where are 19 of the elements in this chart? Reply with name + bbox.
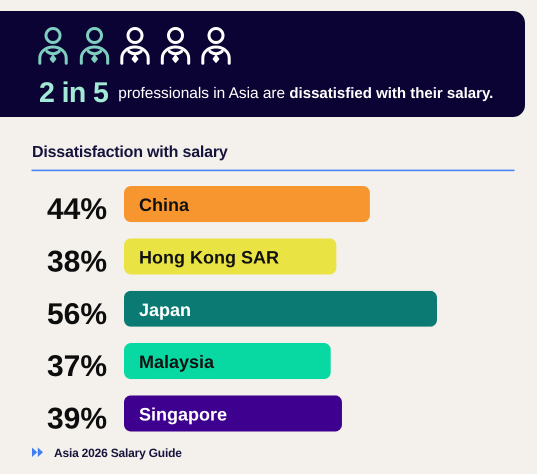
y-tick-label: Japan — [139, 300, 192, 320]
bar — [124, 343, 331, 380]
text: Asia 2026 Salary Guide — [54, 446, 182, 460]
bar — [124, 395, 342, 432]
data-label: 56% — [46, 298, 107, 331]
data-label: 38% — [46, 245, 107, 278]
bar — [124, 290, 437, 327]
y-tick-label: China — [139, 195, 190, 216]
data-label: 44% — [46, 193, 107, 226]
chart-title: Dissatisfaction with salary — [32, 144, 228, 161]
text: dissatisfied with their salary. — [289, 85, 494, 102]
y-tick-label: Hong Kong SAR — [139, 247, 279, 268]
bar — [124, 186, 370, 222]
y-tick-label: Malaysia — [139, 352, 216, 372]
text: 2 in 5 — [39, 77, 110, 109]
text: professionals in Asia are — [118, 85, 286, 102]
data-label: 39% — [46, 402, 107, 436]
data-label: 37% — [46, 350, 107, 384]
y-tick-label: Singapore — [139, 404, 228, 424]
